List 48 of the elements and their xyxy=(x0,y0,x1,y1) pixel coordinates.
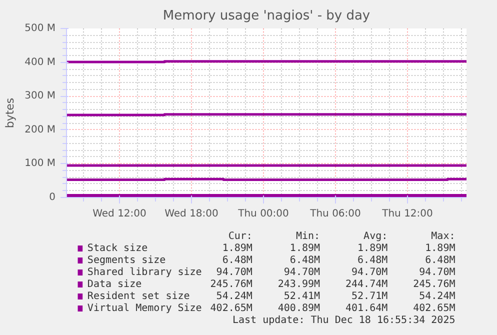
text: 94.70M xyxy=(419,267,456,278)
text: 1.89M xyxy=(222,243,252,254)
y-axis-title: bytes xyxy=(4,98,17,128)
text: 401.64M xyxy=(345,303,388,314)
text: 54.24M xyxy=(216,291,252,302)
text: Last update: Thu Dec 18 16:55:34 2025 xyxy=(232,315,456,326)
legend-label: Stack size xyxy=(87,243,148,254)
text: Avg: xyxy=(364,231,388,242)
text: Max: xyxy=(431,231,456,242)
text: 6.48M xyxy=(358,255,388,266)
legend-label: Virtual Memory Size xyxy=(87,303,202,314)
legend-label: Data size xyxy=(87,279,142,290)
text: 94.70M xyxy=(216,267,252,278)
text: Cur: xyxy=(228,231,252,242)
text: 6.48M xyxy=(425,255,456,266)
text: 1.89M xyxy=(290,243,320,254)
text: 1.89M xyxy=(358,243,388,254)
y-tick-label: 500 M xyxy=(24,23,56,34)
text: 6.48M xyxy=(222,255,252,266)
text: 6.48M xyxy=(290,255,320,266)
x-tick-label: Thu 00:00 xyxy=(237,208,289,220)
y-tick-label: 200 M xyxy=(24,124,56,136)
x-tick-label: Wed 18:00 xyxy=(164,208,218,220)
text: 243.99M xyxy=(278,279,320,290)
text: 402.65M xyxy=(210,303,252,314)
text: 402.65M xyxy=(413,303,456,314)
x-tick-label: Wed 12:00 xyxy=(92,208,146,220)
x-tick-label: Thu 12:00 xyxy=(381,208,433,220)
legend-label: Resident set size xyxy=(87,291,190,302)
text: 94.70M xyxy=(284,267,320,278)
legend-label: Shared library size xyxy=(87,267,202,278)
y-tick-label: 0 xyxy=(49,192,56,203)
text: 52.71M xyxy=(352,291,388,302)
chart-title: Memory usage 'nagios' - by day xyxy=(162,8,370,24)
text: 244.74M xyxy=(345,279,388,290)
y-tick-label: 100 M xyxy=(24,158,56,170)
text: 1.89M xyxy=(425,243,456,254)
text: 52.41M xyxy=(284,291,320,302)
text: 245.76M xyxy=(210,279,252,290)
x-tick-label: Thu 06:00 xyxy=(309,208,361,220)
y-tick-label: 300 M xyxy=(24,90,56,102)
text: 400.89M xyxy=(278,303,320,314)
legend-label: Segments size xyxy=(87,255,166,266)
text: 54.24M xyxy=(419,291,456,302)
text: 94.70M xyxy=(352,267,388,278)
y-tick-label: 400 M xyxy=(24,56,56,68)
text: Min: xyxy=(296,231,320,242)
text: 245.76M xyxy=(413,279,456,290)
